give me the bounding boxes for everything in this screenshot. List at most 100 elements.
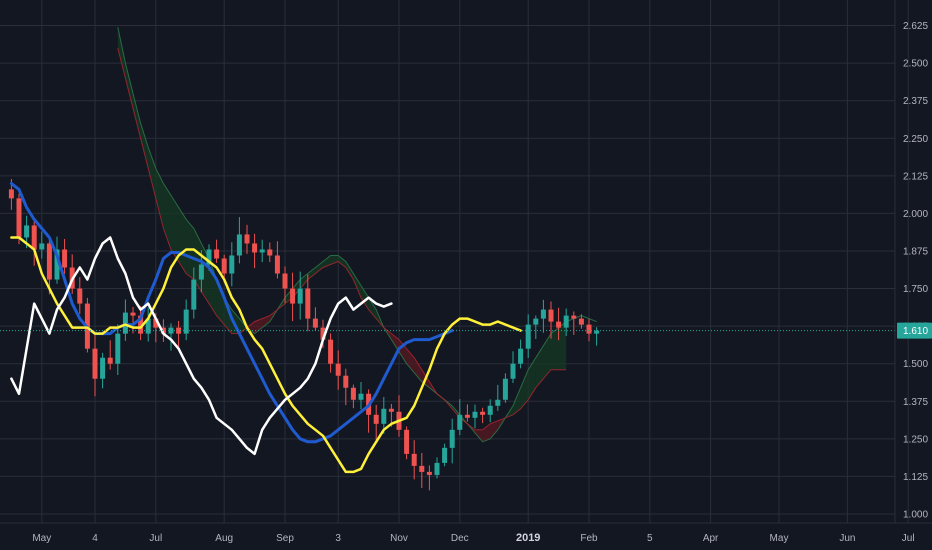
time-tick-label: May [32, 533, 51, 544]
candle-bearish [221, 258, 227, 274]
time-tick-label: 2019 [516, 532, 540, 544]
candle-bullish [495, 399, 501, 406]
candle-bearish [586, 324, 592, 334]
cloud-segment-bearish [490, 420, 498, 439]
candle-bullish [533, 318, 539, 325]
price-tick-label: 2.250 [903, 134, 928, 145]
candle-bearish [556, 321, 562, 328]
candle-bearish [153, 318, 159, 328]
cloud-segment-bullish [528, 357, 536, 400]
cloud-segment-bullish [216, 279, 225, 325]
candle-bullish [100, 357, 106, 379]
candle-bearish [31, 225, 37, 250]
price-tick-label: 2.500 [903, 59, 928, 70]
senkou-span-b-line [117, 47, 567, 431]
candle-bullish [236, 234, 242, 256]
candle-bullish [358, 393, 364, 400]
cloud-segment-bullish [338, 255, 346, 268]
candle-bearish [160, 327, 166, 334]
time-tick-label: 4 [92, 533, 98, 544]
candle-bearish [214, 249, 220, 259]
candle-bearish [16, 198, 22, 238]
ichimoku-cloud [117, 26, 597, 443]
time-tick-label: Jun [839, 533, 855, 544]
candle-bearish [464, 414, 470, 418]
candle-bullish [229, 255, 235, 274]
candle-bearish [305, 288, 311, 319]
cloud-segment-bullish [520, 369, 529, 409]
candle-bullish [115, 333, 121, 364]
candle-bearish [328, 339, 334, 364]
candle-bearish [548, 309, 554, 322]
candle-bearish [267, 249, 273, 256]
cloud-segment-bullish [535, 345, 544, 388]
cloud-segment-bullish [330, 255, 339, 265]
candle-bullish [381, 408, 387, 424]
price-tick-label: 1.000 [903, 509, 928, 520]
senkou-span-a-line [117, 26, 597, 443]
cloud-segment-bullish [125, 63, 133, 109]
tenkan-conversion-line [10, 236, 522, 474]
price-tick-label: 1.500 [903, 359, 928, 370]
candle-bearish [176, 327, 182, 334]
cloud-segment-bullish [323, 255, 331, 268]
cloud-segment-bullish [551, 327, 559, 370]
time-tick-label: Feb [580, 533, 598, 544]
time-tick-label: Jul [902, 533, 915, 544]
candle-bullish [502, 378, 508, 400]
candle-bullish [563, 315, 569, 328]
price-axis[interactable]: 1.0001.1251.2501.3751.5001.6251.7501.875… [894, 0, 932, 523]
candle-bearish [252, 243, 258, 253]
cloud-segment-bearish [254, 318, 263, 334]
candle-bearish [373, 414, 379, 424]
cloud-segment-bullish [300, 273, 308, 289]
candle-bearish [312, 318, 318, 328]
candle-bearish [480, 411, 486, 415]
candle-bearish [343, 375, 349, 388]
price-tick-label: 2.625 [903, 21, 928, 32]
time-tick-label: 3 [335, 533, 341, 544]
candle-bearish [92, 348, 98, 379]
price-tick-label: 1.750 [903, 284, 928, 295]
cloud-segment-bullish [345, 261, 354, 280]
candle-bullish [183, 309, 189, 334]
candle-bearish [404, 429, 410, 454]
candle-bearish [426, 471, 432, 475]
cloud-segment-bullish [155, 168, 164, 229]
candle-bullish [206, 249, 212, 265]
candle-bullish [457, 414, 463, 430]
price-tick-label: 2.000 [903, 209, 928, 220]
time-tick-label: Apr [703, 533, 719, 544]
candle-bearish [578, 318, 584, 325]
ichimoku-lines [9, 181, 522, 474]
cloud-segment-bullish [558, 321, 567, 370]
candle-bearish [350, 387, 356, 400]
cloud-segment-bullish [171, 195, 179, 262]
candle-bearish [46, 243, 52, 280]
time-tick-label: Sep [276, 533, 294, 544]
candle-bearish [282, 273, 288, 289]
time-axis[interactable]: May 4 Jul Aug Sep 3 Nov Dec 2019 Feb 5 Apr May Jun Jul [0, 522, 932, 544]
cloud-segment-bullish [543, 333, 551, 379]
cloud-segment-bullish [307, 267, 316, 280]
current-price-label: 1.610 [903, 326, 928, 337]
candle-bearish [130, 312, 136, 316]
candle-bullish [24, 225, 30, 238]
cloud-segment-bullish [133, 93, 141, 139]
candle-bearish [419, 465, 425, 472]
candle-bullish [145, 318, 151, 334]
price-tick-label: 2.375 [903, 96, 928, 107]
candle-bearish [388, 408, 394, 412]
candle-bullish [449, 429, 455, 448]
cloud-segment-bearish [391, 333, 399, 352]
candle-bearish [274, 255, 280, 274]
candle-bullish [525, 324, 531, 349]
current-price-tag [897, 322, 932, 339]
candle-bearish [62, 249, 68, 268]
price-tick-label: 2.125 [903, 171, 928, 182]
candle-bullish [540, 309, 546, 319]
time-tick-label: 5 [647, 533, 653, 544]
candle-bullish [594, 330, 600, 334]
